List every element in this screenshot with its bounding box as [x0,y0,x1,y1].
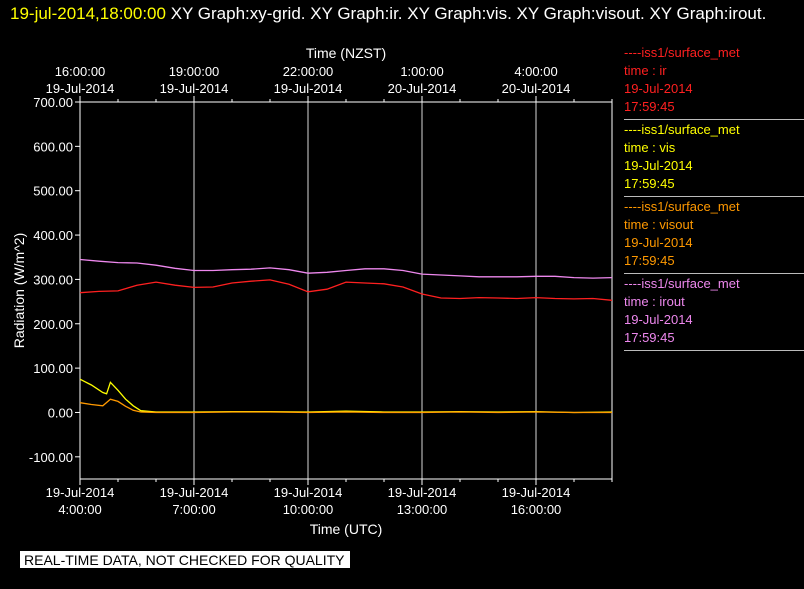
legend-source: ----iss1/surface_met [624,45,740,60]
quality-disclaimer: REAL-TIME DATA, NOT CHECKED FOR QUALITY [20,551,351,568]
y-tick-label: 500.00 [33,184,73,199]
legend-field: time : ir [624,63,667,78]
series-line-vis [79,378,613,414]
x-tick-label-time: 7:00:00 [172,502,215,517]
x-tick-label-time: 13:00:00 [397,502,448,517]
x-tick-label-date: 19-Jul-2014 [388,485,457,500]
legend-time: 17:59:45 [624,176,675,191]
x2-tick-label-time: 22:00:00 [283,64,334,79]
legend-field: time : irout [624,294,685,309]
x-tick-label-time: 10:00:00 [283,502,334,517]
legend-date: 19-Jul-2014 [624,312,693,327]
legend-date: 19-Jul-2014 [624,158,693,173]
x-axis-title: Time (UTC) [310,521,383,537]
x2-axis-title: Time (NZST) [306,45,386,61]
series-line-ir [79,279,613,301]
legend-source: ----iss1/surface_met [624,276,740,291]
x2-tick-label-date: 20-Jul-2014 [502,81,571,96]
legend-source: ----iss1/surface_met [624,122,740,137]
x-tick-label-date: 19-Jul-2014 [502,485,571,500]
x-tick-label-date: 19-Jul-2014 [274,485,343,500]
x2-tick-label-time: 1:00:00 [400,64,443,79]
x-tick-label-time: 16:00:00 [511,502,562,517]
x2-tick-label-time: 16:00:00 [55,64,106,79]
x2-tick-label-date: 19-Jul-2014 [160,81,229,96]
x2-tick-label-date: 19-Jul-2014 [274,81,343,96]
x2-tick-label-date: 19-Jul-2014 [46,81,115,96]
legend-date: 19-Jul-2014 [624,81,693,96]
y-tick-label: 300.00 [33,272,73,287]
legend-field: time : visout [624,217,694,232]
series-line-irout [79,258,613,279]
y-tick-label: 700.00 [33,95,73,110]
x-tick-label-date: 19-Jul-2014 [46,485,115,500]
header-timestamp: 19-jul-2014,18:00:00 [10,4,166,23]
graph-header: 19-jul-2014,18:00:00 XY Graph:xy-grid. X… [10,2,790,25]
legend-time: 17:59:45 [624,253,675,268]
y-axis-title: Radiation (W/m^2) [11,233,27,349]
plot-frame [79,101,613,480]
x2-tick-label-time: 19:00:00 [169,64,220,79]
series-line-visout [79,398,612,414]
legend-time: 17:59:45 [624,330,675,345]
y-tick-label: 200.00 [33,317,73,332]
y-tick-label: 600.00 [33,139,73,154]
legend-date: 19-Jul-2014 [624,235,693,250]
legend: ----iss1/surface_met time : ir 19-Jul-2014… [624,44,804,352]
legend-source: ----iss1/surface_met [624,199,740,214]
x2-tick-label-date: 20-Jul-2014 [388,81,457,96]
y-tick-label: 400.00 [33,228,73,243]
header-graph-titles: XY Graph:xy-grid. XY Graph:ir. XY Graph:… [170,4,767,23]
y-tick-label: 100.00 [33,361,73,376]
y-tick-label: 0.00 [48,405,73,420]
x-tick-label-date: 19-Jul-2014 [160,485,229,500]
y-tick-label: -100.00 [29,450,73,465]
legend-field: time : vis [624,140,676,155]
x2-tick-label-time: 4:00:00 [514,64,557,79]
legend-time: 17:59:45 [624,99,675,114]
x-tick-label-time: 4:00:00 [58,502,101,517]
